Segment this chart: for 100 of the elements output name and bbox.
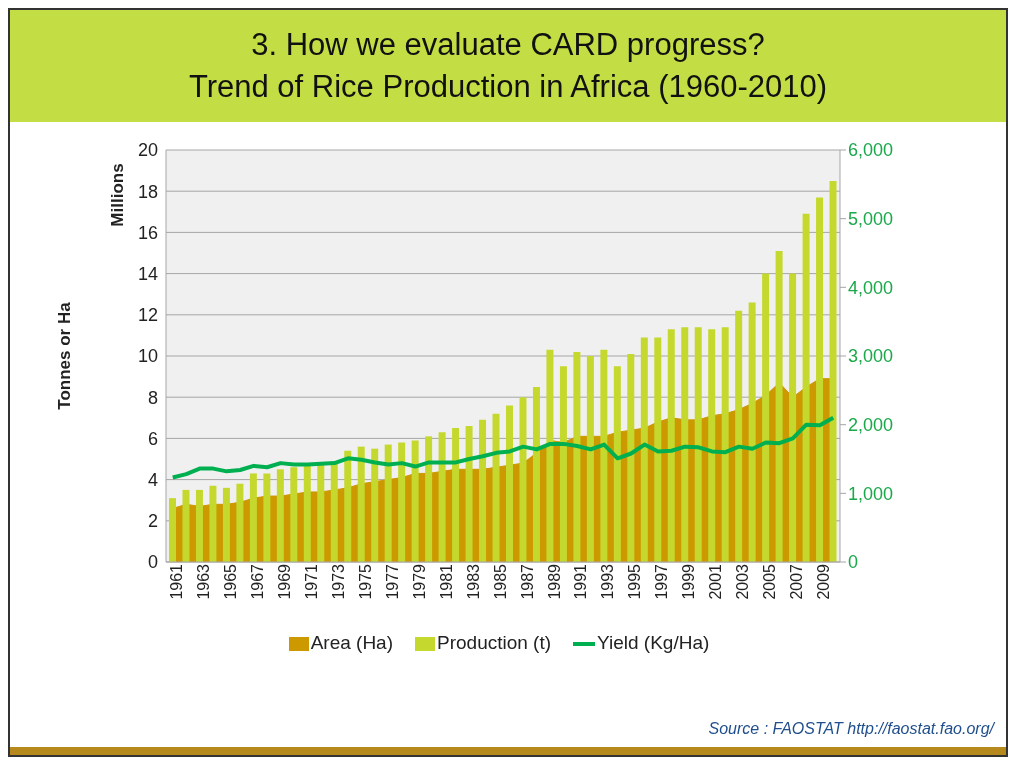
x-tick-label: 2005 [761, 563, 779, 600]
y2-tick-label: 1,000 [848, 483, 894, 504]
y-axis-title: Tonnes or Ha [55, 301, 75, 410]
x-tick-label: 1963 [195, 563, 213, 600]
bar [519, 397, 527, 562]
bar [169, 498, 176, 562]
bar [398, 442, 406, 562]
bar [479, 419, 487, 562]
bar [222, 487, 230, 562]
bar [816, 197, 824, 562]
bar [721, 327, 729, 562]
bar [330, 463, 338, 562]
bar [438, 432, 446, 562]
bar [344, 450, 352, 562]
x-tick-label: 2007 [788, 563, 806, 600]
x-tick-label: 1969 [275, 563, 293, 600]
bar [586, 356, 594, 562]
y-tick-label: 10 [137, 346, 158, 367]
bar [546, 349, 554, 562]
bar [748, 302, 756, 562]
bar [303, 463, 311, 562]
y2-tick-label: 2,000 [848, 415, 894, 436]
bar [371, 448, 379, 562]
x-tick-label: 1985 [491, 563, 509, 600]
y2-tick-label: 0 [848, 552, 859, 573]
y-tick-label: 14 [137, 263, 158, 284]
legend-label: Area (Ha) [310, 632, 393, 653]
bar [276, 469, 284, 562]
bar [182, 489, 190, 562]
x-tick-label: 1979 [410, 563, 428, 600]
chart-title: 3. How we evaluate CARD progress? Trend of Rice Production in Africa (1960-2010) [10, 10, 1006, 122]
bar [532, 386, 540, 562]
y2-tick-label: 5,000 [848, 209, 894, 230]
bar [384, 444, 392, 562]
legend-label: Yield (Kg/Ha) [597, 632, 710, 653]
y2-tick-label: 4,000 [848, 277, 894, 298]
bar [640, 337, 648, 562]
x-tick-label: 1981 [437, 563, 455, 600]
line-series [170, 415, 836, 480]
bar [209, 485, 217, 562]
y-tick-label: 16 [137, 222, 158, 243]
y-tick-label: 18 [137, 181, 158, 202]
y-tick-label: 20 [137, 140, 158, 161]
bar [573, 351, 581, 562]
bar [681, 327, 689, 562]
y2-tick-label: 3,000 [848, 346, 894, 367]
x-tick-label: 1983 [464, 563, 482, 600]
bar [452, 428, 460, 562]
bar [694, 327, 702, 562]
bar [775, 250, 783, 562]
bar [789, 273, 797, 562]
bar [654, 337, 662, 562]
x-tick-label: 2001 [707, 563, 725, 600]
source-note: Source : FAOSTAT http://faostat.fao.org/ [708, 720, 994, 738]
bar [357, 446, 365, 562]
bar [249, 473, 257, 562]
bar [236, 483, 244, 562]
x-tick-label: 1997 [653, 563, 671, 600]
x-tick-label: 1987 [518, 563, 536, 600]
bar [829, 180, 837, 562]
bar [559, 366, 567, 562]
y2-tick-label: 6,000 [848, 140, 894, 161]
x-tick-label: 1971 [302, 563, 320, 600]
x-tick-label: 1965 [222, 563, 240, 600]
bar [613, 366, 621, 562]
x-tick-label: 1967 [248, 563, 266, 600]
bar [492, 413, 500, 562]
legend-label: Production (t) [437, 632, 552, 653]
bar [708, 329, 716, 562]
y-tick-label: 12 [137, 305, 158, 326]
bar [195, 489, 203, 562]
bar [465, 426, 473, 562]
bar [290, 467, 298, 562]
x-tick-label: 1977 [383, 563, 401, 600]
bar [317, 463, 325, 562]
bar [600, 349, 608, 562]
x-tick-label: 1995 [626, 563, 644, 600]
y-tick-label: 0 [147, 552, 158, 573]
bar [506, 405, 513, 562]
bar [762, 273, 770, 562]
x-tick-label: 1973 [329, 563, 347, 600]
text: Millions [108, 162, 128, 229]
y-tick-label: 8 [147, 387, 158, 408]
bar [802, 213, 810, 562]
y-tick-label: 6 [147, 428, 158, 449]
x-tick-label: 1993 [599, 563, 617, 600]
y-tick-label: 4 [147, 469, 158, 490]
x-tick-label: 1989 [545, 563, 563, 600]
bar [425, 436, 433, 562]
x-tick-label: 1991 [572, 563, 590, 600]
bar [411, 440, 419, 562]
x-tick-label: 1975 [356, 563, 374, 600]
x-tick-label: 1961 [168, 563, 186, 600]
bar [263, 473, 271, 562]
x-tick-label: 2003 [734, 563, 752, 600]
bar [667, 329, 675, 562]
y-tick-label: 2 [147, 511, 158, 532]
x-tick-label: 2009 [815, 563, 833, 600]
bar [627, 353, 635, 562]
x-tick-label: 1999 [680, 563, 698, 600]
